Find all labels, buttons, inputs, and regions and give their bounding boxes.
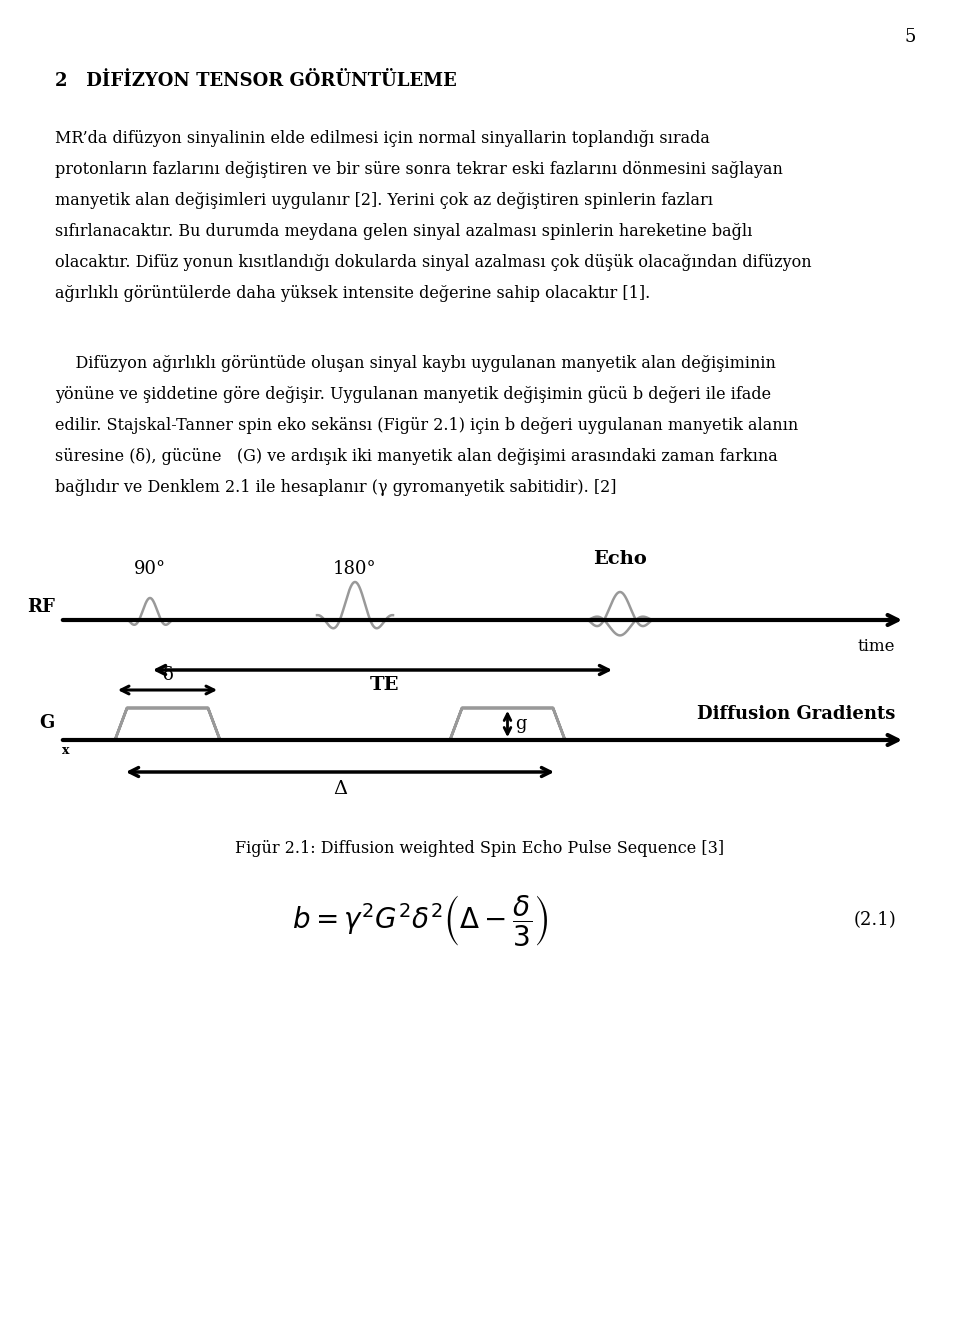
Text: MR’da difüzyon sinyalinin elde edilmesi için normal sinyallarin toplandığı sırad: MR’da difüzyon sinyalinin elde edilmesi … <box>55 129 709 147</box>
Text: Δ: Δ <box>333 780 348 798</box>
Text: Figür 2.1: Diffusion weighted Spin Echo Pulse Sequence [3]: Figür 2.1: Diffusion weighted Spin Echo … <box>235 840 725 857</box>
Text: 5: 5 <box>904 28 916 45</box>
Text: 90°: 90° <box>134 559 166 578</box>
Text: bağlıdır ve Denklem 2.1 ile hesaplanır (γ gyromanyetik sabitidir). [2]: bağlıdır ve Denklem 2.1 ile hesaplanır (… <box>55 479 616 497</box>
Text: Echo: Echo <box>593 550 647 567</box>
Text: olacaktır. Difüz yonun kısıtlandığı dokularda sinyal azalması çok düşük olacağın: olacaktır. Difüz yonun kısıtlandığı doku… <box>55 254 811 271</box>
Text: 180°: 180° <box>333 559 377 578</box>
Text: Diffusion Gradients: Diffusion Gradients <box>697 705 895 724</box>
Text: RF: RF <box>27 598 55 615</box>
Text: g: g <box>516 716 527 733</box>
Text: Difüzyon ağırlıklı görüntüde oluşan sinyal kaybı uygulanan manyetik alan değişim: Difüzyon ağırlıklı görüntüde oluşan siny… <box>55 355 776 372</box>
Text: $b = \gamma^2 G^2 \delta^2 \left(\Delta - \dfrac{\delta}{3}\right)$: $b = \gamma^2 G^2 \delta^2 \left(\Delta … <box>292 893 548 948</box>
Text: G: G <box>39 714 55 732</box>
Polygon shape <box>450 708 565 740</box>
Text: protonların fazlarını değiştiren ve bir süre sonra tekrar eski fazlarını dönmesi: protonların fazlarını değiştiren ve bir … <box>55 162 782 178</box>
Text: TE: TE <box>371 676 399 694</box>
Text: (2.1): (2.1) <box>853 910 897 929</box>
Text: edilir. Stajskal-Tanner spin eko sekänsı (Figür 2.1) için b değeri uygulanan man: edilir. Stajskal-Tanner spin eko sekänsı… <box>55 417 799 434</box>
Text: time: time <box>857 638 895 655</box>
Polygon shape <box>115 708 220 740</box>
Text: δ: δ <box>162 666 173 684</box>
Text: yönüne ve şiddetine göre değişir. Uygulanan manyetik değişimin gücü b değeri ile: yönüne ve şiddetine göre değişir. Uygula… <box>55 386 771 403</box>
Text: x: x <box>62 744 69 757</box>
Text: süresine (δ), gücüne   (G) ve ardışık iki manyetik alan değişimi arasındaki zama: süresine (δ), gücüne (G) ve ardışık iki … <box>55 449 778 465</box>
Text: ağırlıklı görüntülerde daha yüksek intensite değerine sahip olacaktır [1].: ağırlıklı görüntülerde daha yüksek inten… <box>55 284 650 302</box>
Text: sıfırlanacaktır. Bu durumda meydana gelen sinyal azalması spinlerin hareketine b: sıfırlanacaktır. Bu durumda meydana gele… <box>55 223 753 240</box>
Text: 2   DİFİZYON TENSOR GÖRÜNTÜLEME: 2 DİFİZYON TENSOR GÖRÜNTÜLEME <box>55 72 457 89</box>
Text: manyetik alan değişimleri uygulanır [2]. Yerini çok az değiştiren spinlerin fazl: manyetik alan değişimleri uygulanır [2].… <box>55 192 713 210</box>
